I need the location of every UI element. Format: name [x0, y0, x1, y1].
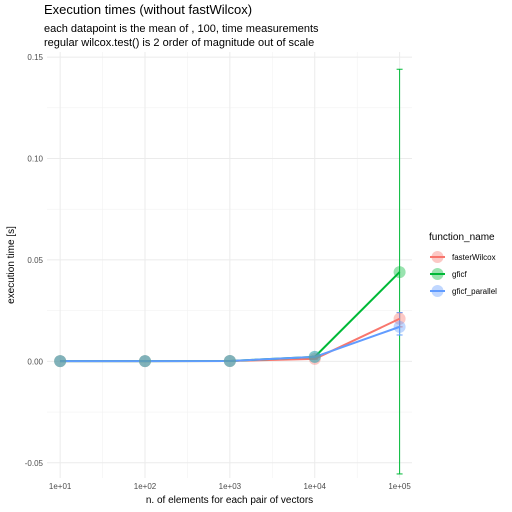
data-point-fasterWilcox	[54, 355, 67, 368]
chart-title: Execution times (without fastWilcox)	[44, 2, 252, 17]
y-tick-label: 0.10	[27, 155, 43, 164]
data-point-gficf_parallel	[139, 355, 152, 368]
x-tick-label: 1e+02	[134, 482, 157, 491]
legend-label-gficf: gficf	[452, 270, 467, 279]
y-tick-label: 0.05	[27, 256, 43, 265]
legend-key-point-gficf	[431, 268, 444, 280]
data-point-gficf	[139, 355, 152, 368]
legend-key-point-gficf_parallel	[431, 285, 444, 297]
data-point-fasterWilcox	[139, 355, 152, 368]
data-point-gficf	[393, 266, 406, 279]
y-tick-label: 0.00	[27, 357, 43, 366]
data-point-gficf	[54, 355, 67, 368]
x-tick-label: 1e+01	[49, 482, 72, 491]
data-point-fasterWilcox	[393, 312, 406, 325]
y-tick-label: -0.05	[25, 459, 44, 468]
data-point-gficf_parallel	[223, 354, 236, 367]
legend-label-fasterWilcox: fasterWilcox	[452, 253, 496, 262]
x-tick-label: 1e+05	[388, 482, 411, 491]
x-axis-tick-labels: 1e+01 1e+02 1e+03 1e+04 1e+05	[49, 482, 411, 491]
data-point-fasterWilcox	[308, 352, 321, 365]
y-axis-title: execution time [s]	[6, 226, 17, 304]
data-point-gficf_parallel	[54, 355, 67, 368]
y-axis-tick-labels: -0.05 0.00 0.05 0.10 0.15	[25, 53, 44, 468]
legend: function_name fasterWilcox gficf gficf_par…	[429, 232, 497, 299]
legend-key-point-fasterWilcox	[431, 251, 444, 263]
minor-gridlines	[47, 52, 412, 478]
chart-subtitle-line-2: regular wilcox.test() is 2 order of magn…	[44, 37, 314, 49]
y-tick-label: 0.15	[27, 53, 43, 62]
x-tick-label: 1e+03	[219, 482, 242, 491]
x-axis-title: n. of elements for each pair of vectors	[146, 495, 313, 506]
data-point-gficf_parallel	[393, 320, 406, 333]
legend-title: function_name	[429, 232, 495, 243]
legend-label-gficf_parallel: gficf_parallel	[452, 287, 497, 296]
chart-subtitle-line-1: each datapoint is the mean of , 100, tim…	[44, 23, 319, 35]
series-line-gficf_parallel	[60, 325, 400, 363]
data-point-gficf_parallel	[308, 350, 321, 363]
data-point-fasterWilcox	[223, 354, 236, 367]
data-point-gficf	[223, 354, 236, 367]
series-points	[54, 266, 406, 368]
data-point-gficf	[308, 350, 321, 363]
series-lines	[60, 271, 401, 363]
x-tick-label: 1e+04	[304, 482, 327, 491]
